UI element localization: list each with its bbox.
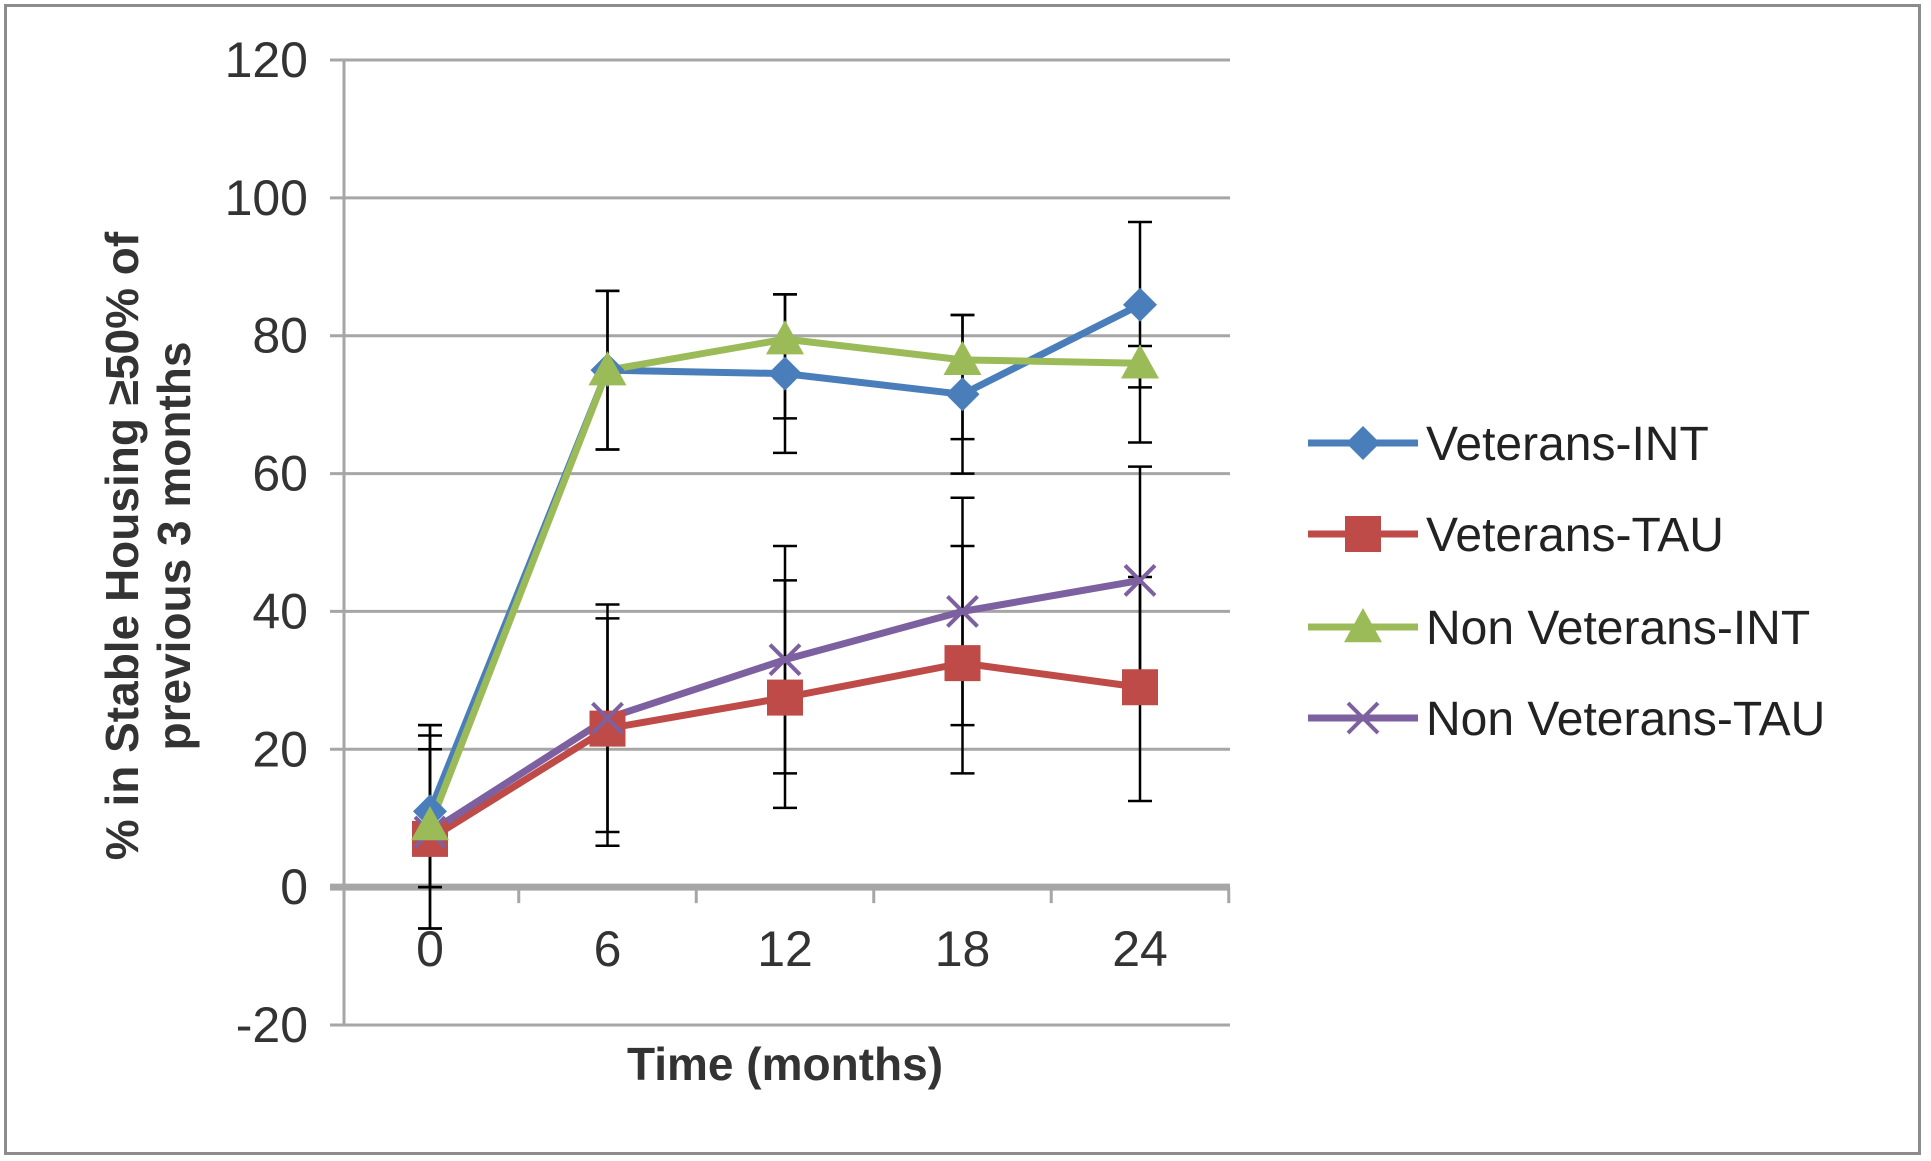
x-tick-labels: 0 6 12 18 24 <box>416 921 1168 977</box>
data-point <box>588 351 627 386</box>
legend-label: Non Veterans-TAU <box>1426 693 1825 746</box>
legend-marker <box>1345 516 1381 552</box>
data-point <box>945 377 980 412</box>
y-tick-label: 100 <box>225 170 308 226</box>
data-point <box>1123 287 1157 322</box>
x-marker-stroke <box>768 643 802 677</box>
data-point <box>411 806 449 841</box>
data-point <box>767 679 803 716</box>
data-point <box>1123 563 1157 597</box>
y-tick-label: 60 <box>252 446 308 502</box>
x-tick-label: 24 <box>1112 921 1168 977</box>
data-point <box>1122 669 1158 706</box>
x-marker-stroke <box>1123 563 1157 597</box>
data-point <box>768 356 802 391</box>
legend: Veterans-INT Veterans-TAU Non Veterans-INT… <box>1308 418 1825 746</box>
legend-marker <box>1346 701 1380 735</box>
gridlines <box>330 58 1231 1027</box>
y-tick-label: 0 <box>280 859 308 915</box>
x-marker-stroke <box>591 701 624 735</box>
data-point <box>768 643 802 677</box>
legend-item: Non Veterans-TAU <box>1308 693 1825 746</box>
y-axis-title: % in Stable Housing ≥50% of previous 3 m… <box>96 231 200 860</box>
y-tick-labels: -20 0 20 40 60 80 100 120 <box>225 32 308 1053</box>
y-tick-label: 40 <box>252 583 308 639</box>
y-tick-label: -20 <box>236 997 308 1053</box>
x-marker-stroke <box>946 595 979 628</box>
legend-marker <box>1344 608 1382 643</box>
y-axis-title-line-2: previous 3 months <box>148 342 200 751</box>
data-point <box>943 340 982 376</box>
y-tick-label: 120 <box>225 32 308 88</box>
x-tick-label: 12 <box>757 921 813 977</box>
data-point <box>1121 344 1159 379</box>
legend-item: Veterans-INT <box>1308 418 1709 471</box>
legend-marker <box>1346 426 1380 460</box>
legend-label: Non Veterans-INT <box>1426 602 1810 655</box>
legend-label: Veterans-TAU <box>1426 509 1724 562</box>
y-tick-label: 20 <box>252 721 308 777</box>
series-markers <box>411 287 1159 857</box>
y-tick-label: 80 <box>252 308 308 364</box>
legend-label: Veterans-INT <box>1426 418 1709 471</box>
data-point <box>591 701 624 735</box>
y-axis-title-line-1: % in Stable Housing ≥50% of <box>96 231 148 860</box>
data-point <box>944 645 981 682</box>
x-tick-label: 0 <box>416 921 444 977</box>
legend-item: Non Veterans-INT <box>1308 602 1810 655</box>
data-point <box>766 320 804 355</box>
x-axis-title: Time (months) <box>627 1038 943 1090</box>
data-point <box>946 595 979 628</box>
x-tick-label: 18 <box>935 921 991 977</box>
x-marker-stroke <box>1346 701 1380 735</box>
x-tick-label: 6 <box>594 921 622 977</box>
legend-item: Veterans-TAU <box>1308 509 1724 562</box>
